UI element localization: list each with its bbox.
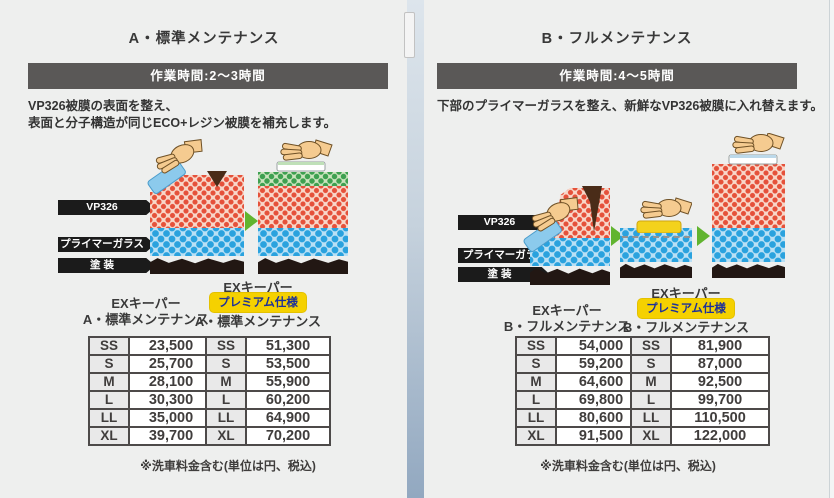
table-row: S 25,700 — [88, 354, 214, 374]
footnote: ※洗車料金含む(単位は円、税込) — [140, 459, 316, 473]
table-row: S 59,200 — [515, 354, 647, 374]
table-row: M 64,600 — [515, 372, 647, 392]
price-table-standard: SS 54,000 S 59,200 M 64,600 L 69,800 LL 80,60… — [515, 336, 647, 446]
premium-badge: プレミアム仕様 — [637, 298, 735, 319]
table-row: XL 91,500 — [515, 426, 647, 446]
price-table-premium: SS 81,900 S 87,000 M 92,500 L 99,700 LL 110,5… — [630, 336, 770, 446]
table-row: M 92,500 — [630, 372, 770, 392]
work-time-bar: 作業時間:4〜5時間 — [437, 63, 797, 89]
primer-glass-layer — [150, 228, 244, 256]
table-row: L 30,300 — [88, 390, 214, 410]
column-plan-name: B・フルメンテナンス — [503, 319, 631, 334]
column-plan-name: A・標準メンテナンス — [82, 312, 210, 327]
hand-with-sponge-icon — [523, 196, 585, 252]
hand-with-yellow-sponge-icon — [636, 197, 692, 233]
premium-badge-wrap: プレミアム仕様 — [190, 292, 326, 313]
vp326-layer — [554, 188, 610, 238]
vp326-layer — [258, 186, 348, 228]
table-row: M 55,900 — [205, 372, 331, 392]
table-row: L 60,200 — [205, 390, 331, 410]
layer-tag-primer-glass: プライマーガラス — [458, 248, 550, 263]
layer-tag-paint: 塗 装 — [458, 267, 550, 282]
column-plan-name: A・標準メンテナンス — [194, 314, 322, 329]
table-row: M 28,100 — [88, 372, 214, 392]
paint-layer — [530, 268, 610, 285]
crack-icon — [207, 171, 227, 187]
premium-badge-wrap: プレミアム仕様 — [618, 298, 754, 319]
panel-standard-maintenance: A・標準メンテナンス 作業時間:2〜3時間 VP326被膜の表面を整え、 表面と… — [0, 0, 407, 498]
paint-layer — [620, 263, 692, 278]
column-product-name: EXキーパー — [111, 296, 181, 311]
price-table-standard: SS 23,500 S 25,700 M 28,100 L 30,300 LL 35,00… — [88, 336, 214, 446]
table-row: SS 54,000 — [515, 336, 647, 356]
table-row: LL 35,000 — [88, 408, 214, 428]
coating-block-after — [258, 168, 348, 274]
panel-full-maintenance: B・フルメンテナンス 作業時間:4〜5時間 下部のプライマーガラスを整え、新鮮な… — [424, 0, 827, 498]
paint-layer — [712, 263, 785, 278]
primer-glass-layer — [258, 228, 348, 256]
progress-arrow-icon — [245, 211, 258, 231]
layer-tag-paint: 塗 装 — [58, 258, 155, 273]
layer-tag-primer-glass: プライマーガラス — [58, 237, 155, 252]
table-row: S 53,500 — [205, 354, 331, 374]
premium-badge: プレミアム仕様 — [209, 292, 307, 313]
description-line: VP326被膜の表面を整え、 — [28, 99, 179, 113]
description: 下部のプライマーガラスを整え、新鮮なVP326被膜に入れ替えます。 — [437, 98, 823, 115]
table-row: S 87,000 — [630, 354, 770, 374]
primer-glass-layer — [712, 228, 785, 262]
scrollbar-thumb[interactable] — [404, 12, 415, 58]
coating-block-before — [150, 170, 244, 274]
table-row: LL 80,600 — [515, 408, 647, 428]
column-product-name: EXキーパー — [223, 280, 293, 295]
table-row: L 69,800 — [515, 390, 647, 410]
column-product-name: EXキーパー — [651, 286, 721, 301]
table-row: SS 51,300 — [205, 336, 331, 356]
eco-resin-layer — [258, 172, 348, 186]
table-row: XL 122,000 — [630, 426, 770, 446]
window-edge — [829, 0, 834, 498]
hand-with-applicator-icon — [276, 139, 333, 172]
coating-block-primer — [620, 226, 692, 278]
panel-divider — [407, 0, 424, 498]
table-row: LL 110,500 — [630, 408, 770, 428]
table-row: XL 70,200 — [205, 426, 331, 446]
column-plan-name: B・フルメンテナンス — [622, 320, 750, 335]
description: VP326被膜の表面を整え、 表面と分子構造が同じECO+レジン被膜を補充します… — [28, 98, 336, 132]
column-product-name: EXキーパー — [532, 303, 602, 318]
crack-icon — [582, 186, 602, 232]
paint-layer — [150, 258, 244, 274]
description-line: 下部のプライマーガラスを整え、新鮮なVP326被膜に入れ替えます。 — [437, 99, 824, 113]
work-time-bar: 作業時間:2〜3時間 — [28, 63, 388, 89]
table-row: SS 23,500 — [88, 336, 214, 356]
price-table-premium: SS 51,300 S 53,500 M 55,900 L 60,200 LL 64,90… — [205, 336, 331, 446]
vp326-layer — [712, 164, 785, 228]
layer-tag-vp326: VP326 — [458, 215, 550, 230]
coating-block-renewed — [712, 162, 785, 278]
primer-glass-layer — [620, 228, 692, 262]
progress-arrow-icon — [697, 226, 710, 246]
table-row: SS 81,900 — [630, 336, 770, 356]
paint-layer — [258, 258, 348, 274]
page-title: B・フルメンテナンス — [541, 30, 693, 47]
layer-tag-vp326: VP326 — [58, 200, 155, 215]
page-title: A・標準メンテナンス — [128, 30, 280, 47]
hand-with-applicator-icon — [728, 133, 785, 165]
table-row: XL 39,700 — [88, 426, 214, 446]
table-row: L 99,700 — [630, 390, 770, 410]
footnote: ※洗車料金含む(単位は円、税込) — [540, 459, 716, 473]
table-row: LL 64,900 — [205, 408, 331, 428]
description-line: 表面と分子構造が同じECO+レジン被膜を補充します。 — [28, 116, 337, 130]
hand-with-sponge-icon — [147, 138, 209, 194]
level-dashed-line — [622, 236, 690, 238]
